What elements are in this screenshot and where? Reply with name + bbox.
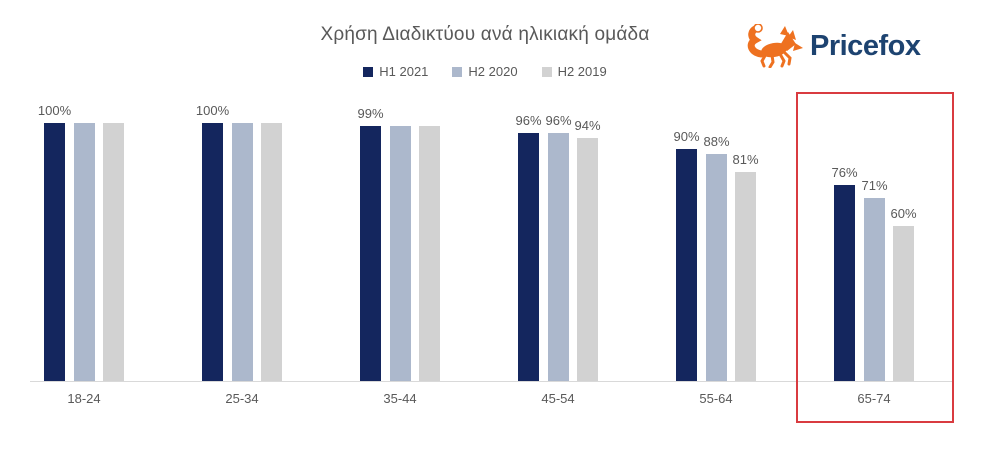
value-label-h1-2021-25-34: 100% — [195, 103, 230, 118]
value-label-h2-2020-45-54: 96% — [545, 113, 572, 128]
bar-h2-2020-55-64 — [706, 154, 727, 381]
bar-h1-2021-18-24 — [44, 123, 65, 381]
value-label-h1-2021-18-24: 100% — [37, 103, 72, 118]
pricefox-wordmark: Pricefox — [810, 29, 921, 62]
legend-item-h1-2021: H1 2021 — [363, 64, 428, 79]
bar-h2-2019-35-44 — [419, 126, 440, 381]
highlight-rectangle-65-74 — [796, 92, 954, 423]
x-axis-label-35-44: 35-44 — [383, 391, 417, 406]
legend-item-h2-2019: H2 2019 — [541, 64, 607, 79]
bar-h1-2021-45-54 — [518, 133, 539, 381]
value-label-h2-2019-55-64: 81% — [732, 152, 759, 167]
bar-h1-2021-65-74 — [834, 185, 855, 381]
chart-legend: H1 2021 H2 2020 H2 2019 — [0, 64, 970, 79]
legend-item-h2-2020: H2 2020 — [452, 64, 518, 79]
fox-icon — [747, 24, 803, 68]
bar-h1-2021-35-44 — [360, 126, 381, 381]
value-label-h2-2019-65-74: 60% — [890, 206, 917, 221]
value-label-h2-2020-55-64: 88% — [703, 134, 730, 149]
bar-h2-2019-18-24 — [103, 123, 124, 381]
x-axis-label-65-74: 65-74 — [857, 391, 891, 406]
bar-h2-2019-45-54 — [577, 138, 598, 381]
chart-title: Χρήση Διαδικτύου ανά ηλικιακή ομάδα — [320, 24, 650, 45]
x-axis-label-45-54: 45-54 — [541, 391, 575, 406]
bar-h2-2019-65-74 — [893, 226, 914, 381]
bar-h1-2021-55-64 — [676, 149, 697, 381]
x-axis-label-55-64: 55-64 — [699, 391, 733, 406]
value-label-h2-2020-65-74: 71% — [861, 178, 888, 193]
value-label-h1-2021-65-74: 76% — [831, 165, 858, 180]
x-axis-line — [30, 381, 952, 382]
value-label-h1-2021-55-64: 90% — [673, 129, 700, 144]
value-label-h1-2021-45-54: 96% — [515, 113, 542, 128]
bar-h2-2020-35-44 — [390, 126, 411, 381]
legend-label: H2 2019 — [557, 64, 607, 79]
bar-h2-2020-65-74 — [864, 198, 885, 381]
bar-h2-2020-45-54 — [548, 133, 569, 381]
legend-swatch-h1-2021-icon — [363, 66, 374, 77]
value-label-h1-2021-35-44: 99% — [357, 106, 384, 121]
legend-swatch-h2-2019-icon — [541, 66, 552, 77]
bar-h2-2019-55-64 — [735, 172, 756, 381]
bar-h2-2020-25-34 — [232, 123, 253, 381]
legend-label: H1 2021 — [379, 64, 429, 79]
legend-swatch-h2-2020-icon — [452, 66, 463, 77]
bar-h1-2021-25-34 — [202, 123, 223, 381]
x-axis-label-25-34: 25-34 — [225, 391, 259, 406]
value-label-h2-2019-45-54: 94% — [574, 118, 601, 133]
legend-label: H2 2020 — [468, 64, 518, 79]
pricefox-logo: Pricefox — [746, 24, 921, 68]
bar-h2-2020-18-24 — [74, 123, 95, 381]
x-axis-label-18-24: 18-24 — [67, 391, 101, 406]
bar-h2-2019-25-34 — [261, 123, 282, 381]
